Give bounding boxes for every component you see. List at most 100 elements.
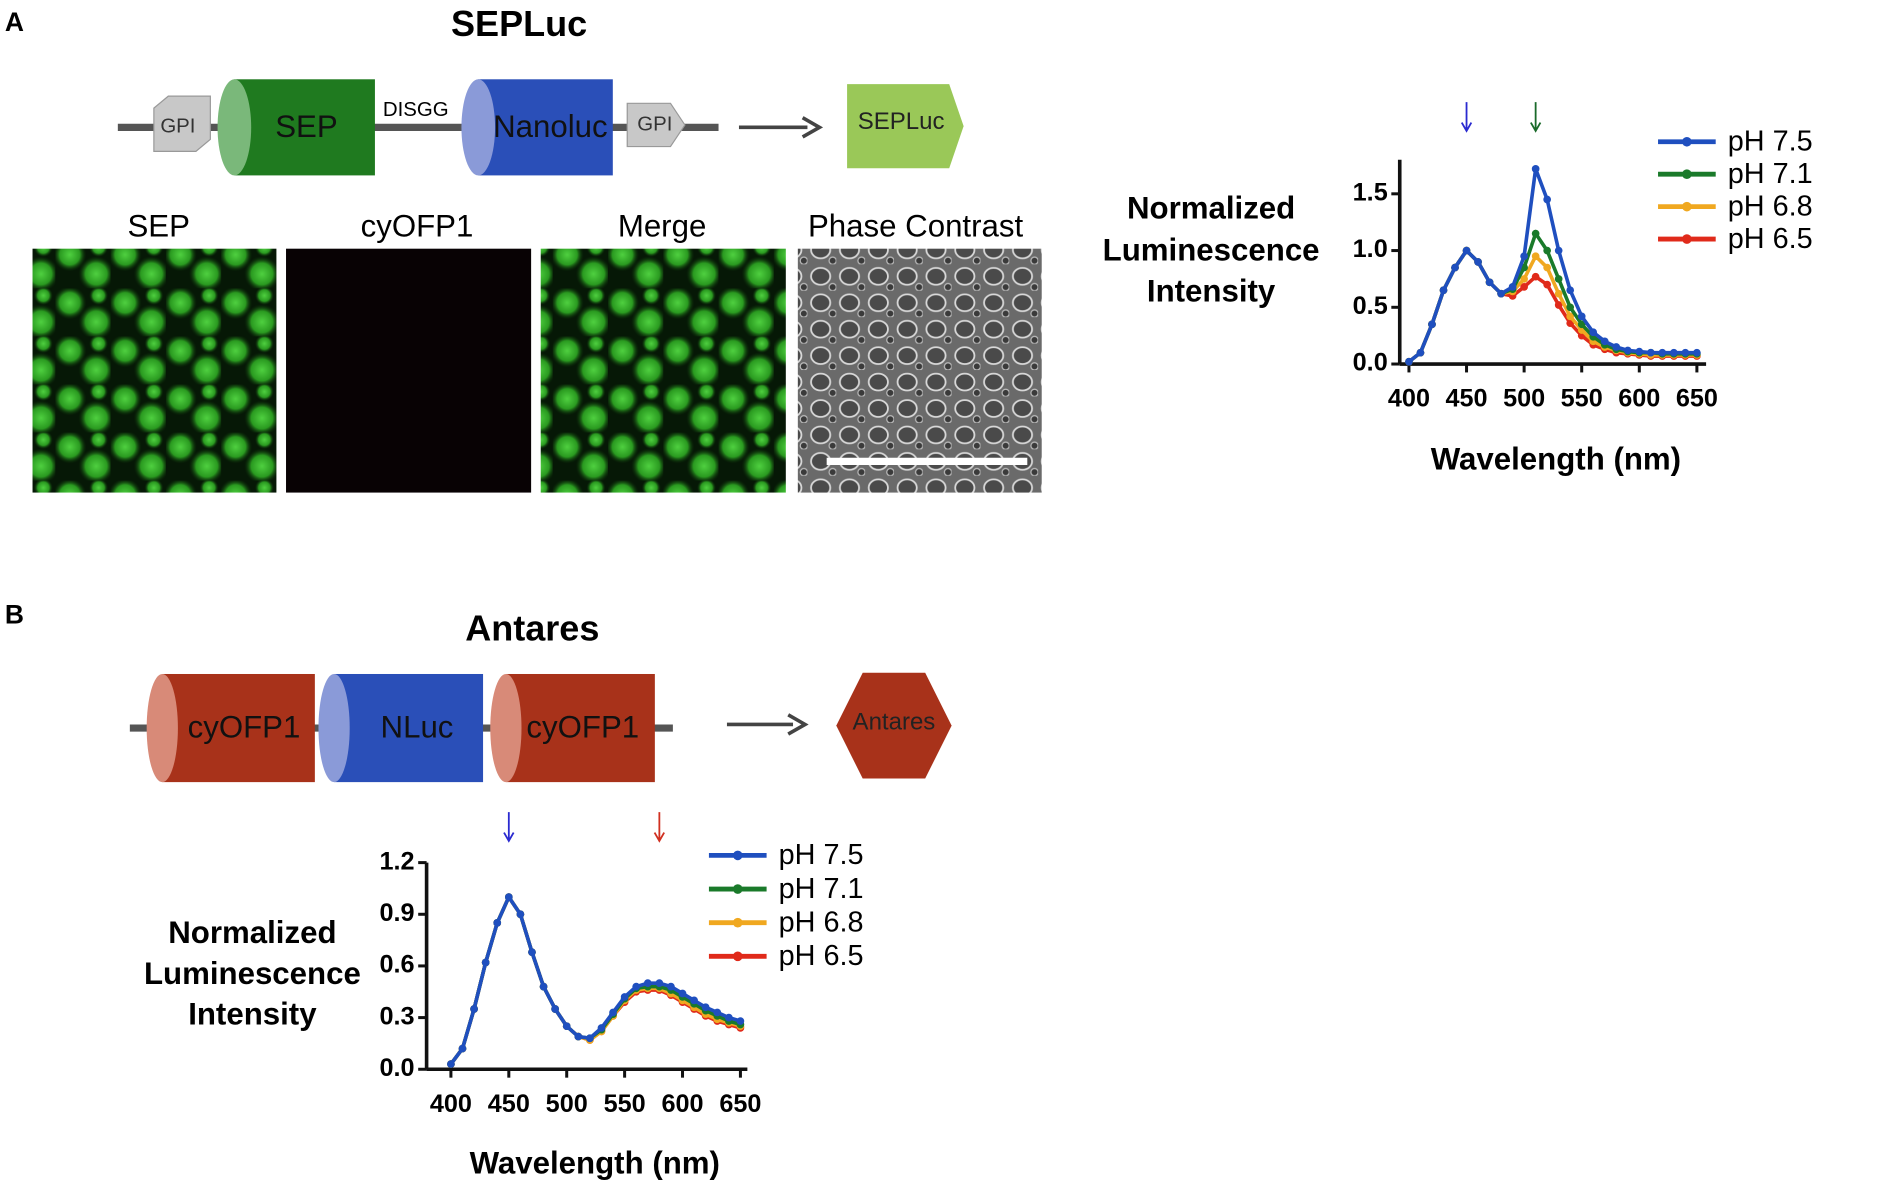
y-axis-label: Intensity <box>1147 273 1276 308</box>
data-point <box>1612 343 1621 351</box>
panel-title: Antares <box>465 607 599 648</box>
construct-label: NLuc <box>381 710 454 745</box>
data-point <box>655 979 664 987</box>
data-point <box>690 996 698 1005</box>
data-point <box>609 1008 617 1017</box>
legend-dot <box>732 884 743 894</box>
x-tick-label: 450 <box>1445 385 1487 413</box>
x-tick-label: 550 <box>1561 385 1603 413</box>
micrograph <box>286 248 532 493</box>
data-point <box>539 982 548 991</box>
data-point <box>1589 328 1598 337</box>
data-point <box>620 993 629 1001</box>
y-tick-label: 0.5 <box>1353 292 1388 320</box>
x-tick-label: 500 <box>546 1090 588 1118</box>
gpi-box <box>626 102 686 148</box>
y-tick-label: 1.2 <box>380 847 415 875</box>
y-tick-label: 0.3 <box>380 1002 415 1030</box>
construct-label: Nanoluc <box>493 109 608 144</box>
data-point <box>1566 286 1575 295</box>
linker-label: DISGG <box>383 99 449 121</box>
data-point <box>1543 246 1552 255</box>
data-point <box>1520 283 1528 291</box>
product-shape <box>836 672 952 779</box>
data-point <box>1635 347 1644 356</box>
legend-dot <box>1682 234 1692 244</box>
arrow-head <box>787 713 809 736</box>
peak-arrow <box>1460 102 1473 133</box>
arrow-head <box>801 116 824 139</box>
peak-arrow <box>503 812 515 843</box>
data-point <box>1623 346 1632 355</box>
data-point <box>1554 289 1563 298</box>
data-point <box>1693 348 1701 357</box>
data-point <box>1439 286 1448 295</box>
y-axis-label: Normalized <box>1127 190 1295 225</box>
cylinder-end <box>490 673 522 783</box>
image-label: Phase Contrast <box>808 209 1024 244</box>
y-axis-label: Luminescence <box>1103 233 1320 268</box>
data-point <box>504 893 513 901</box>
legend-dot <box>732 951 743 962</box>
data-point <box>493 919 502 927</box>
data-point <box>1554 301 1563 309</box>
data-point <box>1577 312 1586 321</box>
peak-arrow <box>653 812 665 843</box>
y-axis-label: Intensity <box>188 997 317 1032</box>
product-shape <box>847 84 964 169</box>
data-point <box>643 979 652 987</box>
micrograph <box>797 248 1042 493</box>
cylinder <box>478 79 613 176</box>
construct-label: GPI <box>160 116 195 138</box>
legend-dot <box>732 850 743 861</box>
cylinder-end <box>461 79 496 176</box>
data-point <box>713 1008 722 1017</box>
data-point <box>597 1024 606 1032</box>
data-point <box>528 948 536 957</box>
legend-dot <box>732 917 743 928</box>
legend-label: pH 7.1 <box>1728 158 1813 190</box>
data-point <box>632 982 641 991</box>
data-point <box>678 989 687 998</box>
data-point <box>1646 348 1655 357</box>
y-tick-label: 0.9 <box>380 899 415 927</box>
data-point <box>1416 348 1425 357</box>
data-point <box>551 1005 559 1013</box>
data-point <box>1405 357 1413 366</box>
x-tick-label: 650 <box>719 1090 761 1118</box>
data-point <box>574 1032 583 1041</box>
x-tick-label: 550 <box>604 1090 646 1118</box>
cylinder <box>234 79 375 176</box>
data-point <box>1543 263 1552 272</box>
cylinder-end <box>146 673 178 783</box>
x-axis-label: Wavelength (nm) <box>1431 442 1681 477</box>
data-point <box>1485 278 1494 287</box>
cylinder-end <box>318 673 350 783</box>
legend-dot <box>1682 169 1692 180</box>
data-point <box>516 910 525 919</box>
data-point <box>1566 303 1575 312</box>
data-point <box>1474 258 1482 266</box>
y-axis-label: Normalized <box>168 915 336 950</box>
construct-label: SEP <box>275 109 337 144</box>
data-point <box>1658 348 1667 357</box>
data-point <box>1681 348 1690 357</box>
legend-dot <box>1682 201 1692 212</box>
x-tick-label: 400 <box>430 1090 472 1118</box>
data-point <box>1497 289 1505 298</box>
data-point <box>458 1044 467 1053</box>
micrograph <box>32 248 277 493</box>
cylinder <box>334 673 484 783</box>
x-tick-label: 500 <box>1503 385 1545 413</box>
data-point <box>1554 275 1563 283</box>
data-point <box>1428 320 1436 329</box>
legend-label: pH 7.5 <box>1728 126 1813 158</box>
data-point <box>481 958 490 967</box>
data-point <box>667 982 675 991</box>
legend-label: pH 6.8 <box>779 906 864 938</box>
gpi-box <box>153 95 211 152</box>
data-point <box>1554 246 1563 255</box>
image-label: Merge <box>618 209 707 244</box>
micrograph <box>540 248 786 493</box>
